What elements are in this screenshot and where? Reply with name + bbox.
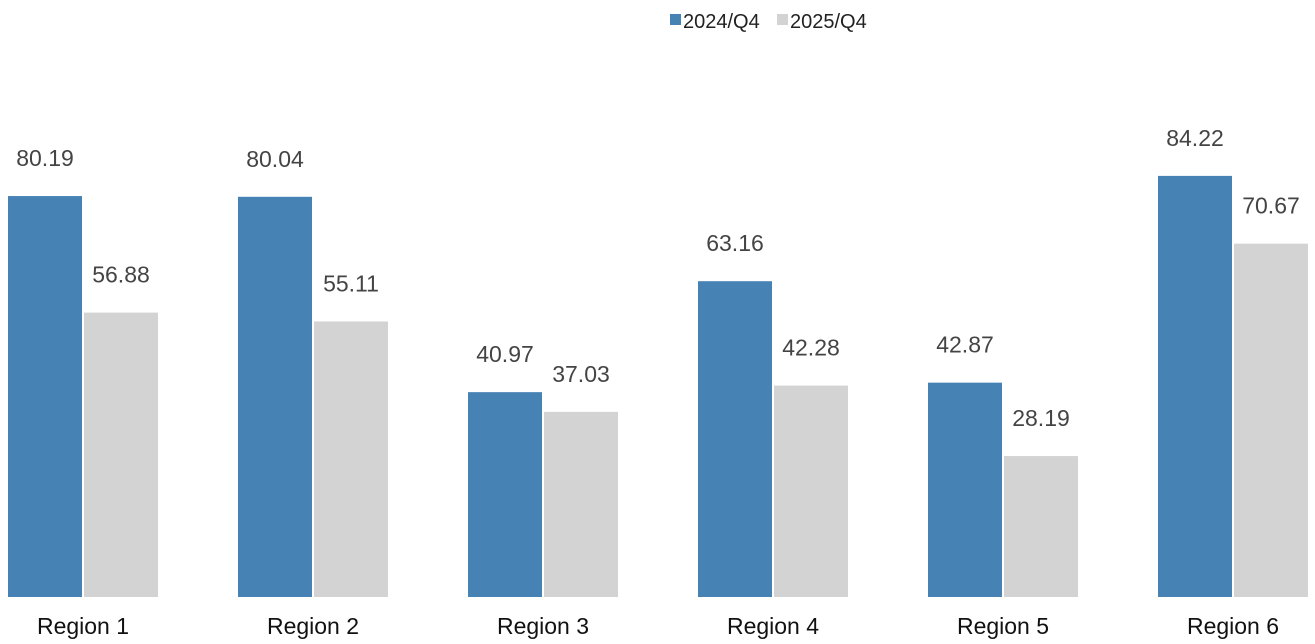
value-label: 28.19 — [1012, 405, 1070, 431]
bar-region-6-2024-q4 — [1158, 175, 1232, 597]
bar-region-1-2025-q4 — [84, 312, 158, 597]
category-label: Region 4 — [727, 613, 819, 639]
value-label: 42.28 — [782, 335, 840, 361]
legend-swatch-2 — [777, 14, 788, 25]
bar-region-2-2024-q4 — [238, 196, 312, 598]
value-label: 80.04 — [246, 146, 304, 172]
bar-region-2-2025-q4 — [314, 321, 388, 597]
category-label: Region 1 — [37, 613, 129, 639]
legend-label-2: 2025/Q4 — [790, 11, 867, 33]
bar-region-1-2024-q4 — [8, 196, 82, 598]
bars — [8, 175, 1308, 598]
category-label: Region 6 — [1187, 613, 1279, 639]
value-label: 40.97 — [476, 341, 534, 367]
bar-region-5-2025-q4 — [1004, 456, 1078, 597]
legend-swatch-1 — [670, 14, 681, 25]
value-label: 80.19 — [16, 145, 74, 171]
category-label: Region 3 — [497, 613, 589, 639]
value-label: 84.22 — [1166, 125, 1224, 151]
value-label: 56.88 — [92, 262, 150, 288]
legend: 2024/Q4 2025/Q4 — [670, 11, 867, 33]
bar-region-5-2024-q4 — [928, 382, 1002, 597]
legend-label-1: 2024/Q4 — [683, 11, 760, 33]
bar-region-4-2025-q4 — [774, 385, 848, 597]
value-label: 37.03 — [552, 361, 610, 387]
bar-region-3-2024-q4 — [468, 392, 542, 597]
value-label: 42.87 — [936, 332, 994, 358]
bar-region-4-2024-q4 — [698, 281, 772, 597]
value-label: 70.67 — [1242, 193, 1300, 219]
value-label: 63.16 — [706, 230, 764, 256]
x-axis-labels: Region 1 Region 2 Region 3 Region 4 Region 5… — [37, 613, 1279, 639]
category-label: Region 2 — [267, 613, 359, 639]
category-label: Region 5 — [957, 613, 1049, 639]
value-label: 55.11 — [323, 270, 379, 296]
value-labels: 80.19 56.88 80.04 55.11 40.97 37.03 63.16 42.28… — [16, 125, 1300, 431]
bar-region-3-2025-q4 — [544, 411, 618, 597]
bar-region-6-2025-q4 — [1234, 243, 1308, 597]
